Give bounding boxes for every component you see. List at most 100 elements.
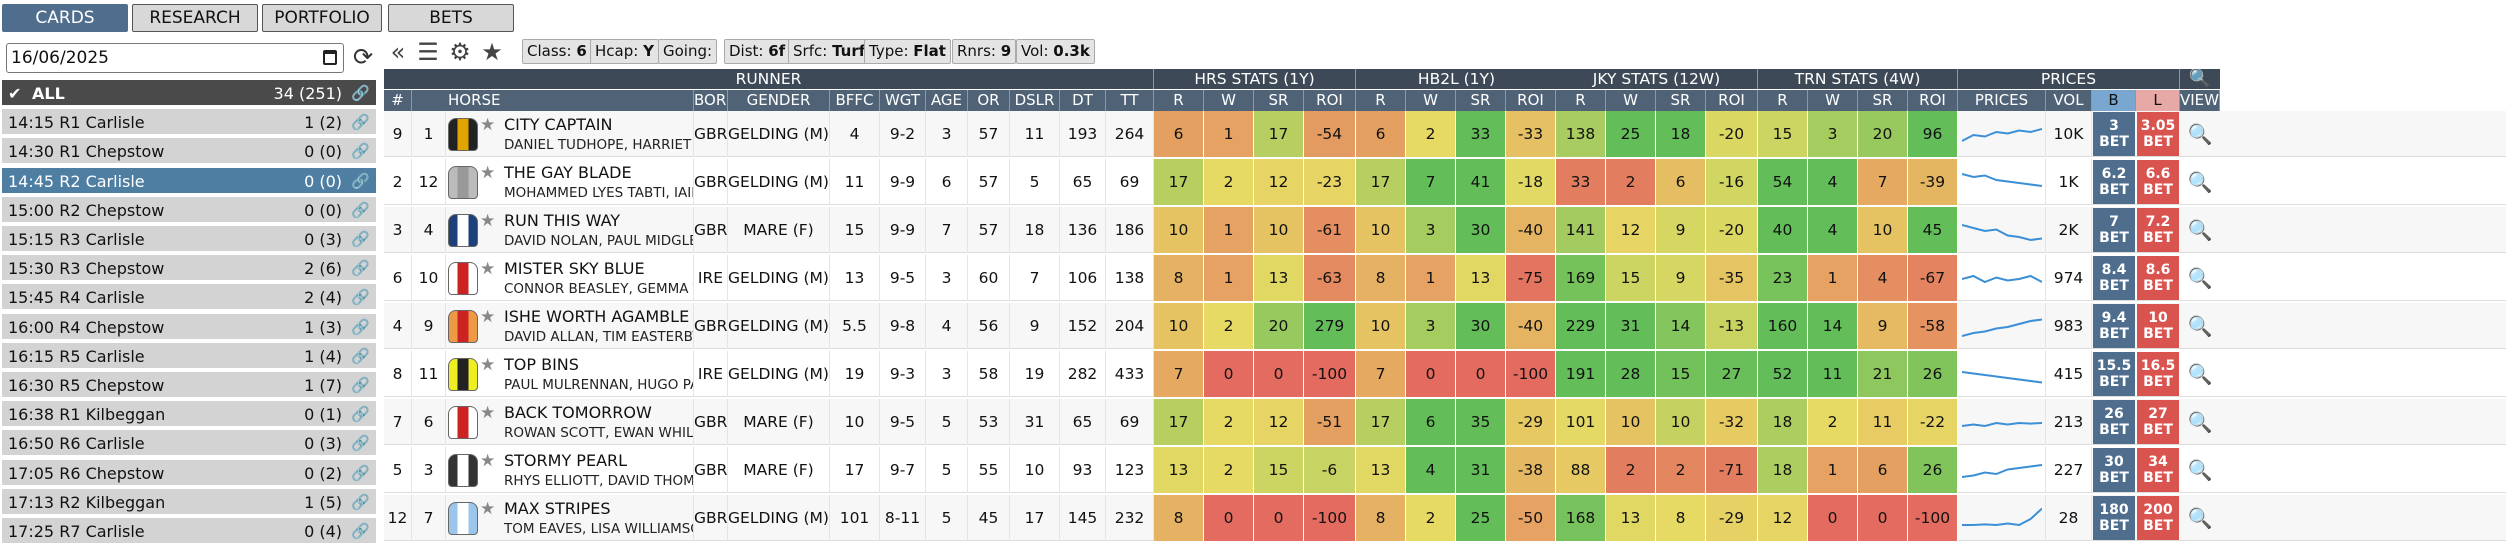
link-icon[interactable]: 🔗 [351,522,370,540]
race-item[interactable]: 16:15 R5 Carlisle 1 (4) 🔗 [2,342,376,370]
horse-cell[interactable]: ★ BACK TOMORROW ROWAN SCOTT, EWAN WHILLANS [446,399,694,445]
back-bet-button[interactable]: 26 BET [2093,400,2135,444]
lay-bet-button[interactable]: 3.05 BET [2137,112,2179,156]
link-icon[interactable]: 🔗 [351,492,370,511]
link-icon[interactable]: 🔗 [351,259,370,278]
race-item[interactable]: 16:38 R1 Kilbeggan 0 (1) 🔗 [2,401,376,429]
race-item[interactable]: 14:45 R2 Carlisle 0 (0) 🔗 [2,167,376,195]
race-item[interactable]: 16:00 R4 Chepstow 1 (3) 🔗 [2,313,376,341]
lay-bet-button[interactable]: 10 BET [2137,304,2179,348]
race-item[interactable]: 16:50 R6 Carlisle 0 (3) 🔗 [2,430,376,458]
nav-bets-button[interactable]: BETS [388,4,514,32]
view-search-icon[interactable]: 🔍 [2187,314,2213,338]
back-bet-button[interactable]: 6.2 BET [2093,160,2135,204]
horse-name[interactable]: MISTER SKY BLUE [504,259,645,278]
col-header-born[interactable]: BORN [694,90,728,111]
back-bet-button[interactable]: 3 BET [2093,112,2135,156]
collapse-icon[interactable]: « [390,38,406,66]
race-item[interactable]: 15:45 R4 Carlisle 2 (4) 🔗 [2,284,376,312]
view-search-icon[interactable]: 🔍 [2187,122,2213,146]
col-header-r[interactable]: R [1758,90,1808,111]
search-icon[interactable]: 🔍 [2180,69,2220,89]
link-icon[interactable]: 🔗 [351,171,370,190]
col-header-r[interactable]: R [1154,90,1204,111]
horse-cell[interactable]: ★ CITY CAPTAIN DANIEL TUDHOPE, HARRIET BET… [446,111,694,157]
col-header-roi[interactable]: ROI [1908,90,1958,111]
col-header-l[interactable]: L [2136,90,2180,111]
lay-bet-button[interactable]: 7.2 BET [2137,208,2179,252]
back-bet-button[interactable]: 30 BET [2093,448,2135,492]
favourite-star-icon[interactable]: ★ [480,211,496,231]
link-icon[interactable]: 🔗 [351,84,370,102]
col-header-roi[interactable]: ROI [1506,90,1556,111]
col-header-gender[interactable]: GENDER [728,90,830,111]
view-search-icon[interactable]: 🔍 [2187,170,2213,194]
lay-bet-button[interactable]: 16.5 BET [2137,352,2179,396]
link-icon[interactable]: 🔗 [351,230,370,248]
favourite-star-icon[interactable]: ★ [480,451,496,471]
date-input[interactable]: 16/06/2025 [6,43,344,73]
col-header-wgt[interactable]: WGT [880,90,926,111]
back-bet-button[interactable]: 9.4 BET [2093,304,2135,348]
lay-bet-button[interactable]: 200 BET [2137,496,2179,540]
link-icon[interactable]: 🔗 [351,405,370,424]
lay-bet-button[interactable]: 6.6 BET [2137,160,2179,204]
col-header-sr[interactable]: SR [1254,90,1304,111]
col-header-or[interactable]: OR [968,90,1010,111]
horse-name[interactable]: ISHE WORTH AGAMBLE [504,307,690,326]
horse-name[interactable]: THE GAY BLADE [504,163,632,182]
race-item[interactable]: 15:30 R3 Chepstow 2 (6) 🔗 [2,255,376,283]
lay-bet-button[interactable]: 27 BET [2137,400,2179,444]
nav-research-button[interactable]: RESEARCH [132,4,258,32]
col-header-sr[interactable]: SR [1656,90,1706,111]
horse-name[interactable]: BACK TOMORROW [504,403,652,422]
col-header-dslr[interactable]: DSLR [1010,90,1060,111]
view-search-icon[interactable]: 🔍 [2187,362,2213,386]
link-icon[interactable]: 🔗 [351,317,370,336]
view-search-icon[interactable]: 🔍 [2187,506,2213,530]
col-header-w[interactable]: W [1204,90,1254,111]
race-all-item[interactable]: ✔ ALL 34 (251) 🔗 [2,80,376,107]
favourite-star-icon[interactable]: ★ [480,499,496,519]
race-item[interactable]: 17:25 R7 Carlisle 0 (4) 🔗 [2,518,376,545]
favourite-star-icon[interactable]: ★ [480,163,496,183]
favourite-star-icon[interactable]: ★ [480,403,496,423]
col-header-r[interactable]: R [1556,90,1606,111]
horse-cell[interactable]: ★ STORMY PEARL RHYS ELLIOTT, DAVID THOMPSO… [446,447,694,493]
view-search-icon[interactable]: 🔍 [2187,218,2213,242]
link-icon[interactable]: 🔗 [351,113,370,132]
back-bet-button[interactable]: 15.5 BET [2093,352,2135,396]
lay-bet-button[interactable]: 34 BET [2137,448,2179,492]
favourite-star-icon[interactable]: ★ [480,259,496,279]
view-search-icon[interactable]: 🔍 [2187,410,2213,434]
menu-icon[interactable]: ☰ [417,38,439,66]
col-header-view[interactable]: VIEW [2180,90,2220,111]
lay-bet-button[interactable]: 8.6 BET [2137,256,2179,300]
col-header-horse[interactable]: HORSE [412,90,694,111]
horse-name[interactable]: RUN THIS WAY [504,211,621,230]
favourite-star-icon[interactable]: ★ [480,355,496,375]
col-header-sr[interactable]: SR [1858,90,1908,111]
nav-portfolio-button[interactable]: PORTFOLIO [262,4,382,32]
horse-cell[interactable]: ★ ISHE WORTH AGAMBLE DAVID ALLAN, TIM EAST… [446,303,694,349]
horse-name[interactable]: CITY CAPTAIN [504,115,613,134]
col-header-age[interactable]: AGE [926,90,968,111]
col-header-w[interactable]: W [1406,90,1456,111]
gear-icon[interactable]: ⚙ [449,38,471,66]
horse-name[interactable]: MAX STRIPES [504,499,611,518]
horse-name[interactable]: STORMY PEARL [504,451,628,470]
col-header-bffc[interactable]: BFFC [830,90,880,111]
link-icon[interactable]: 🔗 [351,463,370,482]
col-header-r[interactable]: R [1356,90,1406,111]
link-icon[interactable]: 🔗 [351,346,370,365]
horse-cell[interactable]: ★ TOP BINS PAUL MULRENNAN, HUGO PALMER [446,351,694,397]
link-icon[interactable]: 🔗 [351,376,370,394]
calendar-icon[interactable] [323,50,337,65]
star-icon[interactable]: ★ [481,38,503,66]
favourite-star-icon[interactable]: ★ [480,307,496,327]
horse-cell[interactable]: ★ THE GAY BLADE MOHAMMED LYES TABTI, IAIN … [446,159,694,205]
col-header-tt[interactable]: TT [1106,90,1154,111]
race-item[interactable]: 17:13 R2 Kilbeggan 1 (5) 🔗 [2,488,376,516]
horse-cell[interactable]: ★ MISTER SKY BLUE CONNOR BEASLEY, GEMMA TU… [446,255,694,301]
col-header-w[interactable]: W [1606,90,1656,111]
